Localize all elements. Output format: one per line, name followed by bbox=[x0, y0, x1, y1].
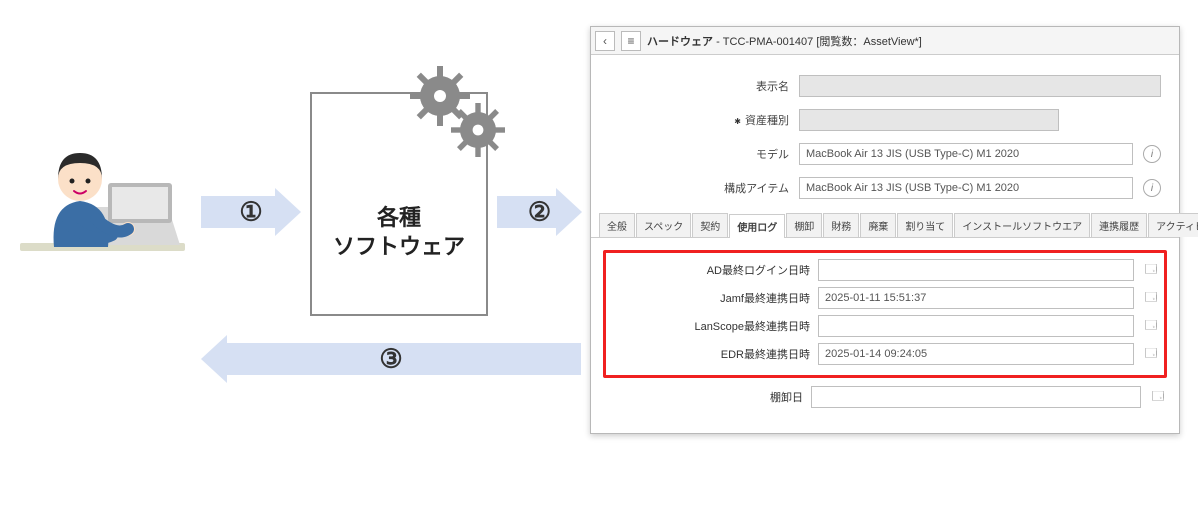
step-3-label: ③ bbox=[379, 344, 402, 375]
calendar-icon[interactable]: 🗔 bbox=[1149, 388, 1167, 406]
step-1-label: ① bbox=[239, 197, 262, 228]
back-button[interactable]: ‹ bbox=[595, 31, 615, 51]
tab-6[interactable]: 廃棄 bbox=[860, 213, 896, 237]
tab-5[interactable]: 財務 bbox=[823, 213, 859, 237]
step-2-label: ② bbox=[528, 197, 551, 228]
log-row-1: Jamf最終連携日時 2025-01-11 15:51:37 🗔 bbox=[610, 287, 1160, 309]
tab-10[interactable]: アクティビティ bbox=[1148, 213, 1198, 237]
arrow-step-1: ① bbox=[201, 188, 301, 236]
log-row-label: Jamf最終連携日時 bbox=[610, 290, 810, 306]
tab-1[interactable]: スペック bbox=[636, 213, 691, 237]
panel-title-record: - TCC-PMA-001407 [閲覧数：AssetView*] bbox=[716, 36, 922, 48]
input-inventory-date[interactable] bbox=[811, 386, 1141, 408]
info-icon[interactable]: i bbox=[1143, 179, 1161, 197]
usage-log-highlight: AD最終ログイン日時 🗔 Jamf最終連携日時 2025-01-11 15:51:37… bbox=[603, 250, 1167, 378]
field-ci: 構成アイテム MacBook Air 13 JIS (USB Type-C) M… bbox=[609, 177, 1161, 199]
field-asset-type: 資産種別 bbox=[609, 109, 1161, 131]
input-ci[interactable]: MacBook Air 13 JIS (USB Type-C) M1 2020 bbox=[799, 177, 1133, 199]
user-illustration bbox=[20, 135, 185, 265]
form-area: 表示名 資産種別 モデル MacBook Air 13 JIS (USB Typ… bbox=[591, 55, 1179, 213]
label-display-name: 表示名 bbox=[609, 78, 789, 94]
software-line2: ソフトウェア bbox=[312, 233, 486, 262]
panel-title: ハードウェア - TCC-PMA-001407 [閲覧数：AssetView*] bbox=[647, 33, 922, 49]
calendar-icon[interactable]: 🗔 bbox=[1142, 345, 1160, 363]
input-model[interactable]: MacBook Air 13 JIS (USB Type-C) M1 2020 bbox=[799, 143, 1133, 165]
tab-bar: 全般スペック契約使用ログ棚卸財務廃棄割り当てインストールソフトウエア連携履歴アク… bbox=[591, 213, 1179, 238]
calendar-icon[interactable]: 🗔 bbox=[1142, 289, 1160, 307]
arrow-step-2: ② bbox=[497, 188, 582, 236]
log-row-label: EDR最終連携日時 bbox=[610, 346, 810, 362]
software-box: 各種 ソフトウェア bbox=[310, 92, 488, 316]
log-row-value[interactable]: 2025-01-11 15:51:37 bbox=[818, 287, 1134, 309]
log-row-3: EDR最終連携日時 2025-01-14 09:24:05 🗔 bbox=[610, 343, 1160, 365]
log-row-value[interactable] bbox=[818, 315, 1134, 337]
panel-title-category: ハードウェア bbox=[647, 36, 713, 48]
calendar-icon[interactable]: 🗔 bbox=[1142, 317, 1160, 335]
input-asset-type[interactable] bbox=[799, 109, 1059, 131]
arrow-step-3: ③ bbox=[201, 335, 581, 383]
panel-header: ‹ ≡ ハードウェア - TCC-PMA-001407 [閲覧数：AssetVi… bbox=[591, 27, 1179, 55]
tab-7[interactable]: 割り当て bbox=[897, 213, 953, 237]
tab-2[interactable]: 契約 bbox=[692, 213, 728, 237]
label-inventory-date: 棚卸日 bbox=[603, 389, 803, 405]
diagram-root: ① bbox=[0, 0, 1198, 507]
label-asset-type: 資産種別 bbox=[609, 112, 789, 128]
field-display-name: 表示名 bbox=[609, 75, 1161, 97]
log-row-2: LanScope最終連携日時 🗔 bbox=[610, 315, 1160, 337]
log-row-value[interactable]: 2025-01-14 09:24:05 bbox=[818, 343, 1134, 365]
tab-4[interactable]: 棚卸 bbox=[786, 213, 822, 237]
gears-icon bbox=[404, 64, 514, 164]
tab-0[interactable]: 全般 bbox=[599, 213, 635, 237]
calendar-icon[interactable]: 🗔 bbox=[1142, 261, 1160, 279]
record-panel: ‹ ≡ ハードウェア - TCC-PMA-001407 [閲覧数：AssetVi… bbox=[590, 26, 1180, 434]
label-ci: 構成アイテム bbox=[609, 180, 789, 196]
log-row-label: LanScope最終連携日時 bbox=[610, 318, 810, 334]
label-model: モデル bbox=[609, 146, 789, 162]
field-model: モデル MacBook Air 13 JIS (USB Type-C) M1 2… bbox=[609, 143, 1161, 165]
tab-9[interactable]: 連携履歴 bbox=[1091, 213, 1147, 237]
field-inventory-date: 棚卸日 🗔 bbox=[603, 386, 1167, 408]
log-row-label: AD最終ログイン日時 bbox=[610, 262, 810, 278]
info-icon[interactable]: i bbox=[1143, 145, 1161, 163]
tab-3[interactable]: 使用ログ bbox=[729, 214, 785, 238]
menu-button[interactable]: ≡ bbox=[621, 31, 641, 51]
software-box-text: 各種 ソフトウェア bbox=[312, 204, 486, 261]
input-display-name[interactable] bbox=[799, 75, 1161, 97]
tab-body: AD最終ログイン日時 🗔 Jamf最終連携日時 2025-01-11 15:51:37… bbox=[591, 238, 1179, 426]
tab-8[interactable]: インストールソフトウエア bbox=[954, 213, 1090, 237]
software-line1: 各種 bbox=[312, 204, 486, 233]
log-row-value[interactable] bbox=[818, 259, 1134, 281]
log-row-0: AD最終ログイン日時 🗔 bbox=[610, 259, 1160, 281]
